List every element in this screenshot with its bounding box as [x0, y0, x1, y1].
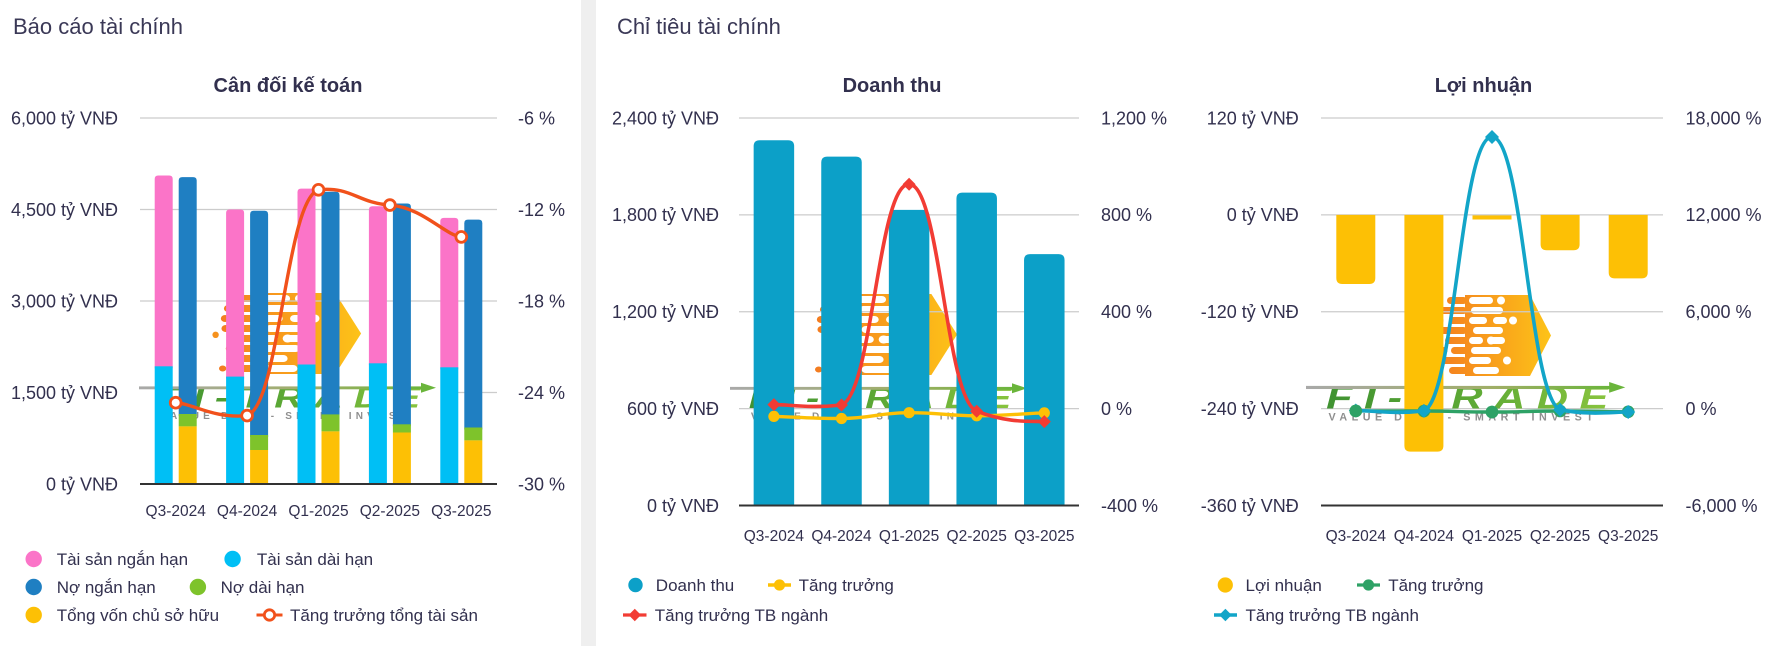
svg-text:0 tỷ VNĐ: 0 tỷ VNĐ — [46, 474, 118, 494]
svg-text:1,200 %: 1,200 % — [1101, 108, 1167, 128]
svg-text:Q3-2024: Q3-2024 — [146, 503, 207, 520]
svg-text:Doanh thu: Doanh thu — [843, 75, 942, 97]
svg-text:0 tỷ VNĐ: 0 tỷ VNĐ — [647, 496, 719, 516]
svg-text:Tăng trưởng TB ngành: Tăng trưởng TB ngành — [655, 606, 828, 625]
svg-text:Nợ dài hạn: Nợ dài hạn — [221, 578, 305, 597]
svg-text:Tăng trưởng: Tăng trưởng — [1388, 576, 1483, 595]
svg-text:Báo cáo tài chính: Báo cáo tài chính — [13, 14, 183, 39]
svg-text:1,800 tỷ VNĐ: 1,800 tỷ VNĐ — [612, 205, 719, 225]
svg-text:Q1-2025: Q1-2025 — [879, 528, 939, 545]
svg-text:400 %: 400 % — [1101, 302, 1152, 322]
svg-text:600 tỷ VNĐ: 600 tỷ VNĐ — [627, 399, 719, 419]
svg-text:4,500 tỷ VNĐ: 4,500 tỷ VNĐ — [11, 200, 118, 220]
svg-text:0 %: 0 % — [1101, 399, 1132, 419]
svg-text:-12 %: -12 % — [518, 200, 565, 220]
svg-text:Q2-2025: Q2-2025 — [360, 503, 420, 520]
svg-text:Lợi nhuận: Lợi nhuận — [1435, 75, 1533, 97]
svg-text:1,200 tỷ VNĐ: 1,200 tỷ VNĐ — [612, 302, 719, 322]
svg-text:-400 %: -400 % — [1101, 496, 1158, 516]
svg-text:-120 tỷ VNĐ: -120 tỷ VNĐ — [1201, 302, 1299, 322]
svg-text:-360 tỷ VNĐ: -360 tỷ VNĐ — [1201, 496, 1299, 516]
svg-text:Q3-2024: Q3-2024 — [744, 528, 805, 545]
svg-text:0 tỷ VNĐ: 0 tỷ VNĐ — [1227, 205, 1299, 225]
svg-text:Q1-2025: Q1-2025 — [1462, 528, 1522, 545]
svg-text:6,000 %: 6,000 % — [1686, 302, 1752, 322]
svg-text:120 tỷ VNĐ: 120 tỷ VNĐ — [1207, 108, 1299, 128]
svg-text:Tăng trưởng: Tăng trưởng — [799, 576, 894, 595]
svg-text:Q2-2025: Q2-2025 — [1530, 528, 1590, 545]
svg-text:Tài sản dài hạn: Tài sản dài hạn — [257, 550, 373, 569]
svg-text:0 %: 0 % — [1686, 399, 1717, 419]
svg-text:Q4-2024: Q4-2024 — [811, 528, 872, 545]
svg-text:Tổng vốn chủ sở hữu: Tổng vốn chủ sở hữu — [57, 606, 219, 625]
svg-text:-24 %: -24 % — [518, 383, 565, 403]
svg-text:Q3-2025: Q3-2025 — [431, 503, 491, 520]
svg-text:Tăng trưởng TB ngành: Tăng trưởng TB ngành — [1246, 606, 1419, 625]
svg-text:1,500 tỷ VNĐ: 1,500 tỷ VNĐ — [11, 383, 118, 403]
svg-text:Q4-2024: Q4-2024 — [217, 503, 278, 520]
svg-text:Tăng trưởng tổng tài sản: Tăng trưởng tổng tài sản — [290, 606, 478, 625]
svg-text:Q3-2025: Q3-2025 — [1598, 528, 1658, 545]
svg-text:Cân đối kế toán: Cân đối kế toán — [214, 75, 363, 97]
svg-text:Q2-2025: Q2-2025 — [947, 528, 1007, 545]
svg-text:-30 %: -30 % — [518, 474, 565, 494]
svg-text:800 %: 800 % — [1101, 205, 1152, 225]
svg-text:Lợi nhuận: Lợi nhuận — [1246, 576, 1322, 595]
svg-text:Q4-2024: Q4-2024 — [1394, 528, 1455, 545]
svg-text:-240 tỷ VNĐ: -240 tỷ VNĐ — [1201, 399, 1299, 419]
svg-text:-6 %: -6 % — [518, 108, 555, 128]
svg-text:Chỉ tiêu tài chính: Chỉ tiêu tài chính — [617, 14, 781, 39]
svg-text:Nợ ngắn hạn: Nợ ngắn hạn — [57, 578, 156, 597]
svg-text:12,000 %: 12,000 % — [1686, 205, 1762, 225]
svg-text:Q1-2025: Q1-2025 — [288, 503, 348, 520]
svg-text:6,000 tỷ VNĐ: 6,000 tỷ VNĐ — [11, 108, 118, 128]
svg-text:Q3-2025: Q3-2025 — [1014, 528, 1074, 545]
svg-text:-6,000 %: -6,000 % — [1686, 496, 1758, 516]
svg-text:3,000 tỷ VNĐ: 3,000 tỷ VNĐ — [11, 291, 118, 311]
svg-text:Tài sản ngắn hạn: Tài sản ngắn hạn — [57, 550, 188, 569]
svg-text:Q3-2024: Q3-2024 — [1326, 528, 1387, 545]
svg-text:Doanh thu: Doanh thu — [656, 576, 734, 595]
svg-text:18,000 %: 18,000 % — [1686, 108, 1762, 128]
svg-text:2,400 tỷ VNĐ: 2,400 tỷ VNĐ — [612, 108, 719, 128]
svg-text:-18 %: -18 % — [518, 291, 565, 311]
